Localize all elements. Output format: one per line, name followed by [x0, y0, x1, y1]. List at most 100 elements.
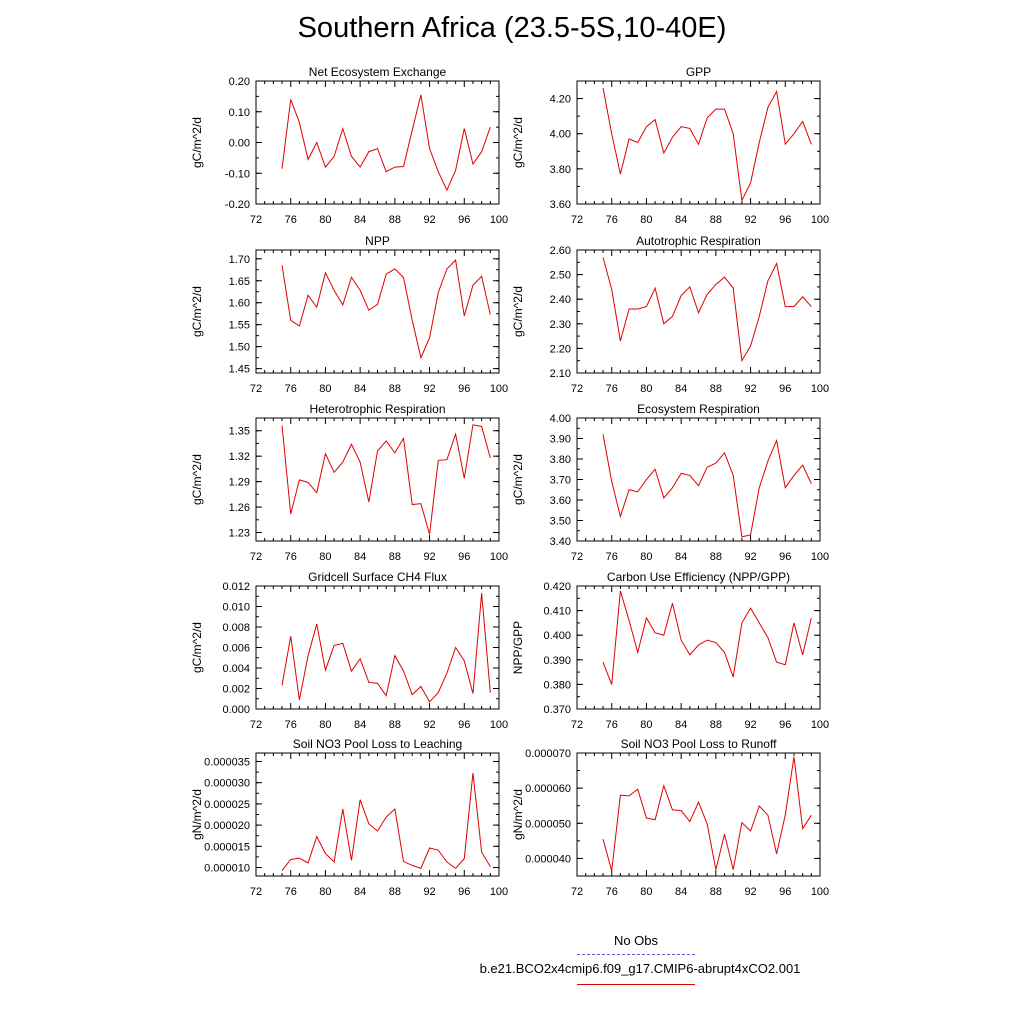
- y-tick-label: 0.00: [229, 138, 250, 150]
- x-tick-label: 100: [811, 383, 829, 395]
- series-line: [602, 434, 812, 538]
- chart-panel-4: Autotrophic Respiration gC/m^2/d 72 76 80 84 8…: [511, 234, 829, 395]
- x-tick-label: 100: [811, 214, 829, 226]
- plot-frame: [255, 249, 500, 374]
- page-title: Southern Africa (23.5-5S,10-40E): [297, 12, 727, 44]
- y-tick-label: 0.20: [229, 76, 250, 88]
- series-line: [281, 772, 491, 871]
- x-tick-label: 72: [571, 214, 583, 226]
- chart-title: Autotrophic Respiration: [636, 234, 761, 248]
- x-tick-label: 72: [250, 886, 262, 898]
- x-tick-label: 72: [250, 383, 262, 395]
- series-line: [602, 590, 812, 685]
- y-tick-label: 3.70: [550, 475, 571, 487]
- x-tick-label: 92: [744, 886, 756, 898]
- x-tick-label: 92: [423, 383, 435, 395]
- y-tick-label: 0.000070: [525, 748, 571, 760]
- chart-panel-6: Ecosystem Respiration gC/m^2/d 72 76 80 84 88 9…: [511, 402, 829, 563]
- plot-frame: [576, 585, 821, 710]
- y-tick-label: 1.70: [229, 254, 250, 266]
- x-tick-label: 80: [319, 719, 331, 731]
- x-tick-label: 72: [571, 719, 583, 731]
- x-tick-label: 72: [571, 383, 583, 395]
- y-tick-label: 0.000060: [525, 783, 571, 795]
- y-tick-label: 4.00: [550, 129, 571, 141]
- x-tick-label: 100: [490, 719, 508, 731]
- chart-panel-3: NPP gC/m^2/d 72 76 80 84 88 92 96 100 1.45 1.50 1.55…: [190, 234, 508, 395]
- chart-panel-5: Heterotrophic Respiration gC/m^2/d 72 76 80 8…: [190, 402, 508, 563]
- x-tick-label: 100: [490, 383, 508, 395]
- y-tick-label: 4.20: [550, 94, 571, 106]
- x-tick-label: 72: [250, 551, 262, 563]
- x-tick-label: 96: [458, 214, 470, 226]
- x-tick-label: 92: [744, 383, 756, 395]
- y-tick-label: 0.000010: [204, 863, 250, 875]
- x-tick-label: 100: [811, 886, 829, 898]
- x-tick-label: 84: [675, 886, 687, 898]
- y-tick-label: -0.20: [225, 199, 250, 211]
- x-tick-label: 88: [710, 551, 722, 563]
- x-tick-label: 72: [250, 719, 262, 731]
- y-tick-label: 2.40: [550, 294, 571, 306]
- x-tick-label: 96: [779, 383, 791, 395]
- y-tick-label: 0.000015: [204, 841, 250, 853]
- x-tick-label: 84: [675, 551, 687, 563]
- x-tick-label: 84: [354, 886, 366, 898]
- chart-panel-9: Soil NO3 Pool Loss to Leaching gN/m^2/d 72…: [190, 737, 508, 898]
- y-tick-label: 1.26: [229, 502, 250, 514]
- x-tick-label: 80: [640, 886, 652, 898]
- x-tick-label: 76: [606, 551, 618, 563]
- x-tick-label: 84: [675, 383, 687, 395]
- y-tick-label: 4.00: [550, 413, 571, 425]
- y-axis-label: gC/m^2/d: [190, 117, 204, 168]
- x-tick-label: 76: [285, 383, 297, 395]
- x-tick-label: 88: [389, 719, 401, 731]
- y-tick-label: 0.390: [543, 655, 571, 667]
- x-tick-label: 92: [423, 214, 435, 226]
- x-tick-label: 84: [354, 383, 366, 395]
- x-tick-label: 76: [606, 886, 618, 898]
- legend-line-no-obs: [577, 954, 695, 955]
- series-line: [602, 257, 812, 363]
- series-line: [602, 87, 812, 203]
- plot-frame: [255, 80, 500, 205]
- x-tick-label: 88: [710, 214, 722, 226]
- y-axis-label: gC/m^2/d: [511, 286, 525, 337]
- x-tick-label: 92: [744, 214, 756, 226]
- y-tick-label: 1.45: [229, 364, 250, 376]
- chart-panel-2: GPP gC/m^2/d 72 76 80 84 88 92 96 100 3.60 3.80 4.00…: [511, 65, 829, 226]
- y-tick-label: 2.10: [550, 368, 571, 380]
- series-line: [602, 756, 812, 871]
- x-tick-label: 96: [779, 551, 791, 563]
- y-tick-label: 0.000030: [204, 778, 250, 790]
- chart-title: Net Ecosystem Exchange: [309, 65, 447, 79]
- series-line: [281, 94, 491, 192]
- y-tick-label: 0.380: [543, 679, 571, 691]
- x-tick-label: 88: [710, 383, 722, 395]
- x-tick-label: 80: [640, 551, 652, 563]
- y-tick-label: 0.000035: [204, 756, 250, 768]
- y-tick-label: 1.23: [229, 528, 250, 540]
- y-tick-label: 0.000025: [204, 799, 250, 811]
- y-tick-label: 3.60: [550, 199, 571, 211]
- y-axis-label: gC/m^2/d: [190, 286, 204, 337]
- y-axis-label: gN/m^2/d: [190, 789, 204, 840]
- chart-panel-1: Net Ecosystem Exchange gC/m^2/d 72 76 80 84 88…: [190, 65, 508, 226]
- x-tick-label: 80: [640, 214, 652, 226]
- chart-title: GPP: [686, 65, 711, 79]
- x-tick-label: 96: [458, 383, 470, 395]
- x-tick-label: 72: [571, 551, 583, 563]
- y-tick-label: 0.004: [222, 663, 250, 675]
- y-tick-label: 0.000020: [204, 820, 250, 832]
- chart-panel-8: Carbon Use Efficiency (NPP/GPP) NPP/GPP 72…: [511, 570, 829, 731]
- y-tick-label: -0.10: [225, 168, 250, 180]
- y-tick-label: 1.32: [229, 451, 250, 463]
- y-tick-label: 3.40: [550, 536, 571, 548]
- x-tick-label: 84: [354, 719, 366, 731]
- y-tick-label: 0.000040: [525, 853, 571, 865]
- chart-panel-10: Soil NO3 Pool Loss to Runoff gN/m^2/d 72 76…: [511, 737, 829, 898]
- x-tick-label: 92: [423, 719, 435, 731]
- y-tick-label: 3.50: [550, 516, 571, 528]
- y-tick-label: 0.10: [229, 107, 250, 119]
- y-tick-label: 0.000050: [525, 818, 571, 830]
